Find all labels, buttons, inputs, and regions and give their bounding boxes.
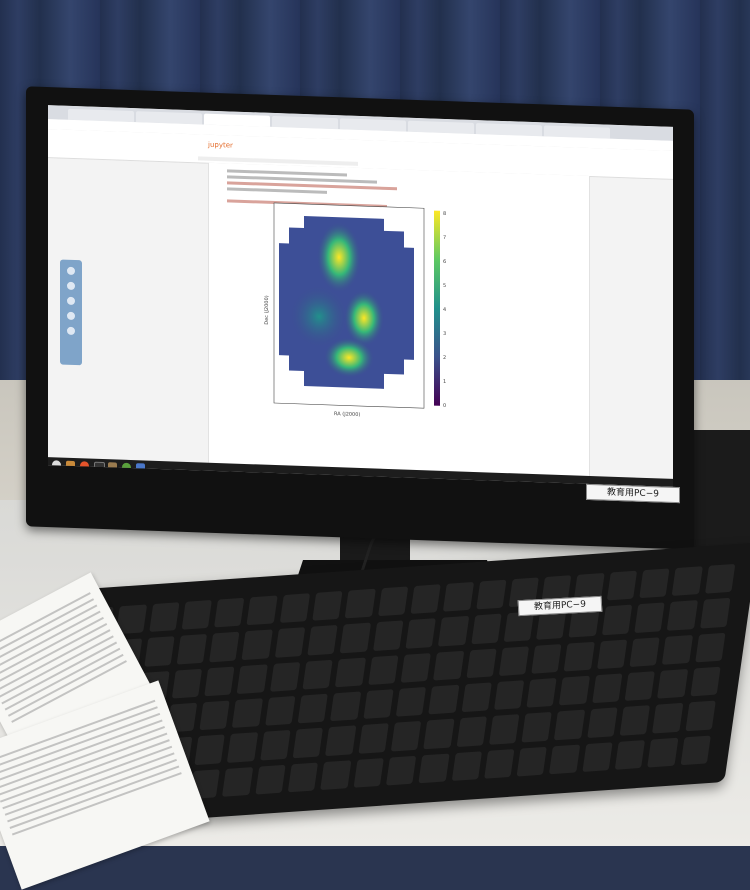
medium-region: [291, 286, 347, 347]
app-icon[interactable]: [136, 463, 145, 473]
colorbar-tick: 4: [443, 307, 446, 313]
monitor-label-sticker: 教育用PC−9: [586, 483, 680, 504]
monitor-screen: jupyter: [48, 105, 673, 487]
widget-icon[interactable]: [67, 326, 75, 336]
widget-icon[interactable]: [67, 296, 75, 306]
firefox-icon[interactable]: [80, 461, 89, 471]
app-icon[interactable]: [122, 462, 131, 473]
code-line: [227, 187, 327, 194]
widget-icon[interactable]: [67, 311, 75, 321]
colorbar-tick: 3: [443, 331, 446, 337]
notebook-area: 8 7 6 5 4 3 2 1 0 Dec (J2000) RA (J2000): [208, 162, 590, 477]
colorbar-tick: 1: [443, 379, 446, 385]
floating-side-widget[interactable]: [60, 259, 82, 366]
widget-icon[interactable]: [67, 281, 75, 291]
bright-region-center: [344, 290, 384, 347]
colorbar-tick: 0: [443, 403, 446, 409]
bright-region-north: [317, 222, 361, 293]
colorbar-tick: 2: [443, 355, 446, 361]
colorbar-tick: 5: [443, 283, 446, 289]
sky-map-svg: 8 7 6 5 4 3 2 1 0 Dec (J2000) RA (J2000): [264, 202, 446, 418]
colorbar-tick: 8: [443, 211, 446, 217]
folder-icon[interactable]: [66, 460, 75, 471]
circle-logo-icon[interactable]: [52, 460, 61, 470]
sky-map-plot: 8 7 6 5 4 3 2 1 0 Dec (J2000) RA (J2000): [264, 195, 454, 422]
colorbar: [434, 210, 440, 406]
app-icon[interactable]: [108, 462, 117, 472]
map-footprint: [279, 216, 414, 389]
x-axis-label: RA (J2000): [334, 411, 360, 418]
widget-icon[interactable]: [67, 266, 75, 276]
terminal-icon[interactable]: [94, 461, 105, 474]
colorbar-tick: 6: [443, 259, 446, 265]
monitor: jupyter: [26, 86, 694, 550]
colorbar-tick: 7: [443, 235, 446, 241]
y-axis-label: Dec (J2000): [264, 295, 270, 325]
jupyter-logo: jupyter: [208, 140, 233, 150]
bright-region-south: [324, 337, 374, 378]
